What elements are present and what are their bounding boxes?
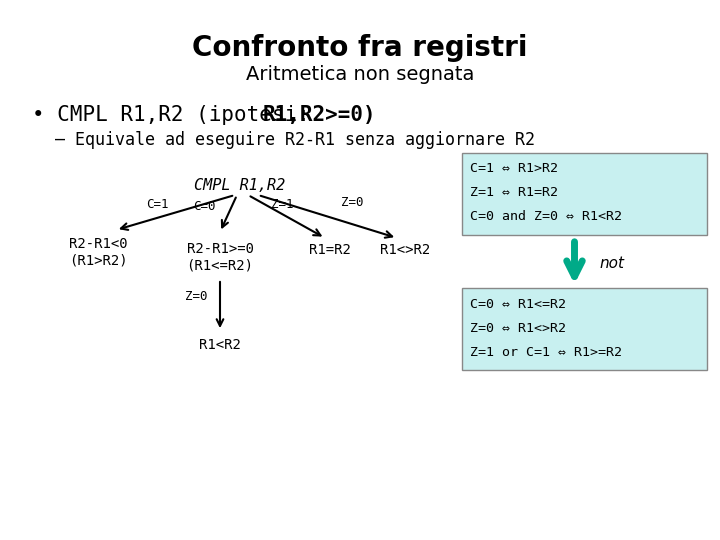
Text: Z=1 or C=1 ⇔ R1>=R2: Z=1 or C=1 ⇔ R1>=R2 bbox=[470, 346, 622, 359]
Text: C=1: C=1 bbox=[145, 199, 168, 212]
Text: Z=1: Z=1 bbox=[271, 198, 293, 211]
Text: Confronto fra registri: Confronto fra registri bbox=[192, 34, 528, 62]
Text: C=0 and Z=0 ⇔ R1<R2: C=0 and Z=0 ⇔ R1<R2 bbox=[470, 211, 622, 224]
Text: • CMPL R1,R2 (ipotesi:: • CMPL R1,R2 (ipotesi: bbox=[32, 105, 323, 125]
Text: CMPL R1,R2: CMPL R1,R2 bbox=[194, 178, 286, 192]
Text: R2-R1>=0
(R1<=R2): R2-R1>=0 (R1<=R2) bbox=[186, 242, 253, 272]
Text: not: not bbox=[600, 255, 624, 271]
FancyBboxPatch shape bbox=[462, 153, 707, 235]
Text: R1=R2: R1=R2 bbox=[309, 243, 351, 257]
Text: C=1 ⇔ R1>R2: C=1 ⇔ R1>R2 bbox=[470, 163, 558, 176]
Text: R1,R2>=0): R1,R2>=0) bbox=[263, 105, 377, 125]
Text: R1<>R2: R1<>R2 bbox=[380, 243, 430, 257]
Text: – Equivale ad eseguire R2-R1 senza aggiornare R2: – Equivale ad eseguire R2-R1 senza aggio… bbox=[55, 131, 535, 149]
Text: R2-R1<0
(R1>R2): R2-R1<0 (R1>R2) bbox=[68, 237, 127, 267]
Text: Z=1 ⇔ R1=R2: Z=1 ⇔ R1=R2 bbox=[470, 186, 558, 199]
Text: R1<R2: R1<R2 bbox=[199, 338, 241, 352]
Text: Z=0: Z=0 bbox=[185, 291, 207, 303]
Text: Z=0 ⇔ R1<>R2: Z=0 ⇔ R1<>R2 bbox=[470, 321, 566, 334]
Text: Aritmetica non segnata: Aritmetica non segnata bbox=[246, 64, 474, 84]
Text: Z=0: Z=0 bbox=[341, 195, 364, 208]
Text: C=0: C=0 bbox=[193, 200, 215, 213]
Text: C=0 ⇔ R1<=R2: C=0 ⇔ R1<=R2 bbox=[470, 298, 566, 310]
FancyBboxPatch shape bbox=[462, 288, 707, 370]
